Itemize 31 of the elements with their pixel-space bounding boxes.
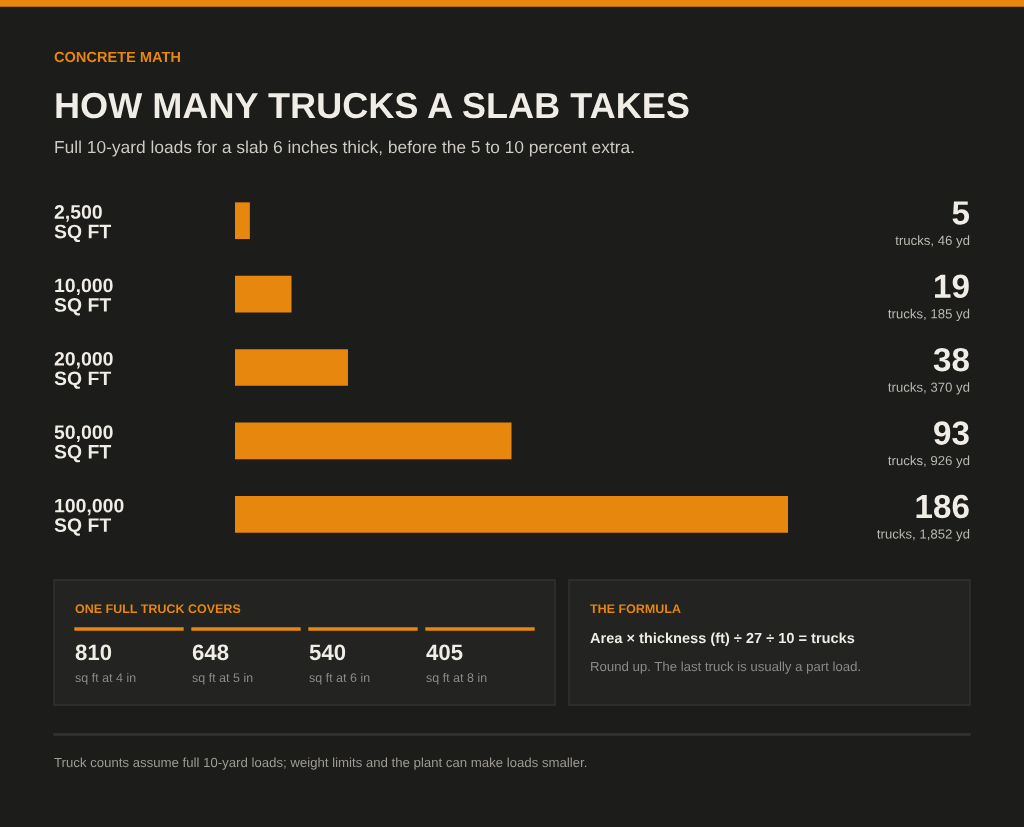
y-tick-label: 20,000 SQ FT (54, 351, 113, 389)
text: 540 (309, 644, 346, 661)
bar (235, 275, 292, 313)
text: 648 (192, 644, 229, 661)
bar (235, 495, 788, 533)
text: Truck counts assume full 10-yard loads; weight limits and the plant can make loads smaller. (54, 757, 587, 770)
y-tick-label: 2,500 SQ FT (54, 205, 112, 243)
text: sq ft at 5 in (192, 672, 253, 685)
y-tick-label: 100,000 SQ FT (54, 498, 124, 536)
bar (235, 349, 348, 386)
text: sq ft at 6 in (309, 672, 370, 685)
text: CONCRETE MATH (54, 51, 180, 63)
text: ONE FULL TRUCK COVERS (75, 604, 241, 614)
text: 810 (75, 644, 112, 661)
data-label: 186 trucks, 1,852 yd (877, 494, 970, 542)
bar (235, 202, 250, 240)
text: THE FORMULA (590, 604, 681, 614)
text: 405 (426, 644, 463, 661)
text: Round up. The last truck is usually a part load. (591, 661, 860, 674)
text: sq ft at 8 in (426, 672, 487, 685)
data-label: 5 trucks, 46 yd (895, 201, 970, 248)
data-label: 19 trucks, 185 yd (888, 274, 970, 322)
chart-title: HOW MANY TRUCKS A SLAB TAKES (56, 92, 689, 119)
text: Area × thickness (ft) ÷ 27 ÷ 10 = trucks (590, 632, 855, 647)
data-label: 93 trucks, 926 yd (888, 421, 970, 468)
y-tick-label: 10,000 SQ FT (54, 278, 113, 316)
chart-subtitle: Full 10-yard loads for a slab 6 inches thick, before the 5 to 10 percent extra. (55, 140, 634, 157)
text: sq ft at 4 in (75, 672, 136, 685)
y-tick-label: 50,000 SQ FT (54, 425, 113, 463)
bar (235, 422, 512, 460)
data-label: 38 trucks, 370 yd (888, 347, 970, 395)
